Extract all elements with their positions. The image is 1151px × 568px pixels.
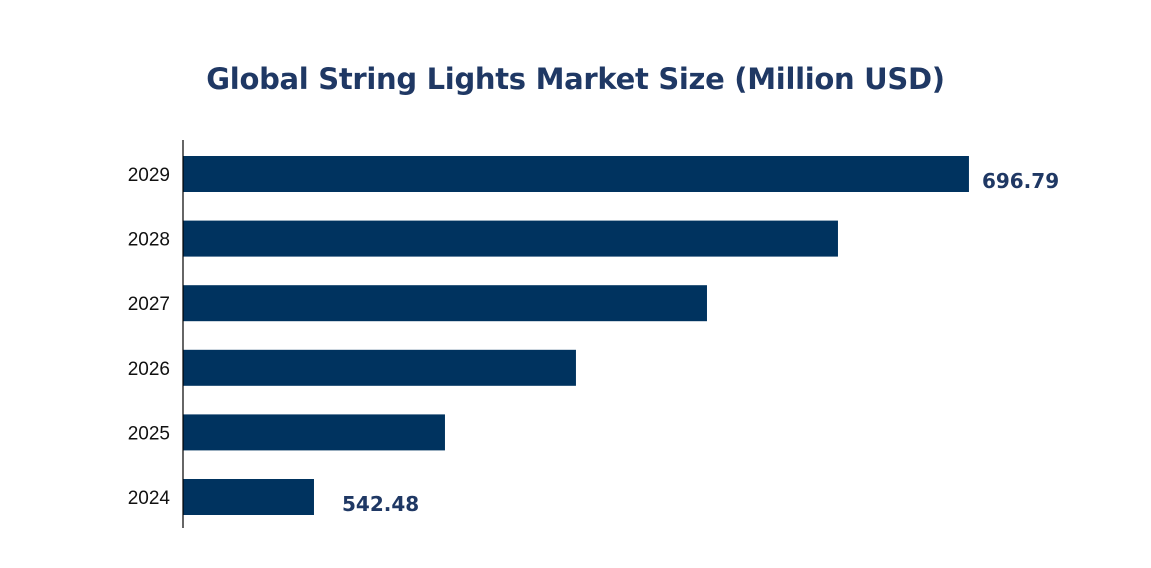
bar-2028 bbox=[183, 220, 838, 257]
data-label-2024: 542.48 bbox=[342, 492, 419, 516]
bar-2027 bbox=[183, 285, 707, 322]
y-tick-label-2025: 2025 bbox=[128, 423, 170, 444]
y-tick-label-2029: 2029 bbox=[128, 165, 170, 186]
y-tick-label-2028: 2028 bbox=[128, 230, 170, 251]
y-tick-label-2027: 2027 bbox=[128, 294, 170, 315]
chart-title: Global String Lights Market Size (Millio… bbox=[206, 62, 945, 96]
bar-2029 bbox=[183, 156, 969, 192]
y-tick-label-2026: 2026 bbox=[128, 359, 170, 380]
bar-2025 bbox=[183, 414, 445, 451]
y-tick-label-2024: 2024 bbox=[128, 488, 171, 509]
data-label-2029: 696.79 bbox=[982, 169, 1059, 193]
bar-2026 bbox=[183, 349, 576, 386]
bar-2024 bbox=[183, 479, 314, 515]
